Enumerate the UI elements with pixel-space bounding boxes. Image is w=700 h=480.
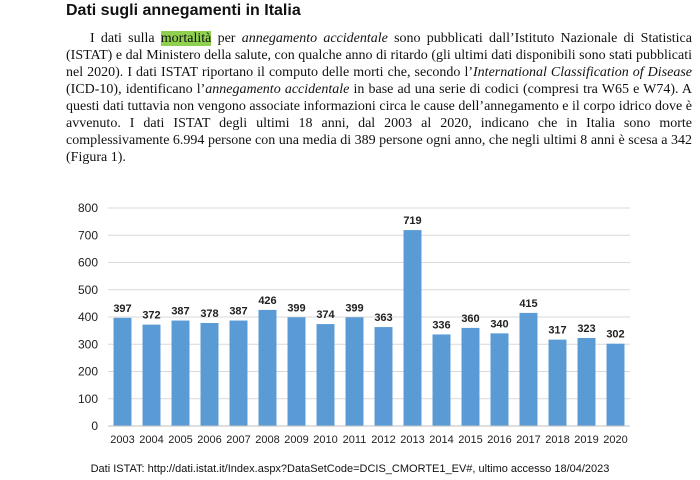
bar: [548, 339, 567, 426]
x-tick-label: 2012: [371, 434, 395, 446]
x-tick-label: 2017: [516, 434, 540, 446]
bar: [171, 320, 190, 426]
data-label: 387: [229, 306, 247, 318]
text-run: in base ad una serie di codici (compresi…: [66, 82, 693, 165]
x-tick-label: 2009: [284, 434, 308, 446]
bar: [432, 334, 451, 426]
section-heading: Dati sugli annegamenti in Italia: [66, 2, 301, 19]
bar: [606, 343, 625, 426]
data-label: 426: [258, 295, 276, 307]
data-label: 372: [142, 310, 160, 322]
y-tick-label: 500: [78, 283, 98, 297]
data-label: 360: [461, 313, 479, 325]
data-label: 397: [113, 303, 131, 315]
y-tick-label: 100: [78, 392, 98, 406]
source-note: Dati ISTAT: http://dati.istat.it/Index.a…: [90, 463, 610, 475]
drownings-bar-chart: 0 100 200 300 400 500 600 700 800 397 2003 372 2004 3…: [78, 201, 630, 446]
data-label: 317: [548, 325, 566, 337]
x-tick-label: 2014: [429, 434, 453, 446]
x-tick-label: 2020: [603, 434, 627, 446]
x-tick-label: 2004: [139, 434, 163, 446]
text-run: sono pubblicati dall’Istituto Nazionale …: [66, 31, 692, 80]
x-tick-label: 2016: [487, 434, 511, 446]
x-tick-label: 2003: [110, 434, 134, 446]
bar: [229, 320, 248, 426]
text-run: (ICD-10), identificano l’: [66, 82, 206, 97]
bar: [519, 312, 538, 426]
bar: [461, 327, 480, 426]
bar: [113, 317, 132, 426]
data-label: 378: [200, 308, 218, 320]
bar: [490, 333, 509, 426]
italic-term: annegamento accidentale: [241, 31, 388, 46]
data-label: 399: [287, 302, 305, 314]
bar: [345, 317, 364, 426]
x-tick-label: 2008: [255, 434, 279, 446]
data-label: 363: [374, 312, 392, 324]
data-label: 374: [316, 309, 335, 321]
bar: [403, 230, 422, 426]
data-label: 323: [577, 323, 595, 335]
bar: [316, 324, 335, 426]
data-label: 302: [606, 329, 624, 341]
x-tick-label: 2015: [458, 434, 482, 446]
x-tick-label: 2013: [400, 434, 424, 446]
bar: [200, 322, 219, 426]
data-label: 415: [519, 298, 537, 310]
data-label: 719: [403, 215, 421, 227]
italic-term: International Classification of Disease: [473, 65, 692, 80]
x-tick-label: 2006: [197, 434, 221, 446]
y-tick-label: 400: [78, 310, 98, 324]
x-tick-label: 2007: [226, 434, 250, 446]
y-tick-label: 0: [91, 419, 98, 433]
bar: [374, 327, 393, 426]
y-tick-label: 800: [78, 201, 98, 215]
data-label: 387: [171, 306, 189, 318]
text-run: I dati sulla: [90, 31, 161, 46]
bar: [142, 324, 161, 426]
data-label: 399: [345, 302, 363, 314]
x-tick-label: 2010: [313, 434, 337, 446]
highlighted-word: mortalità: [160, 31, 212, 46]
italic-term: annegamento accidentale: [205, 82, 350, 97]
x-tick-label: 2018: [545, 434, 569, 446]
data-label: 340: [490, 318, 508, 330]
y-tick-label: 300: [78, 337, 98, 351]
y-tick-label: 700: [78, 228, 98, 242]
text-run: per: [211, 31, 242, 46]
bar: [287, 317, 306, 426]
data-label: 336: [432, 319, 450, 331]
bar: [258, 309, 277, 426]
y-tick-label: 200: [78, 365, 98, 379]
y-tick-label: 600: [78, 256, 98, 270]
x-tick-label: 2019: [574, 434, 598, 446]
body-paragraph: I dati sulla mortalità per annegamento a…: [66, 30, 692, 166]
x-tick-label: 2011: [343, 434, 367, 446]
bar: [577, 337, 596, 426]
x-tick-label: 2005: [168, 434, 192, 446]
